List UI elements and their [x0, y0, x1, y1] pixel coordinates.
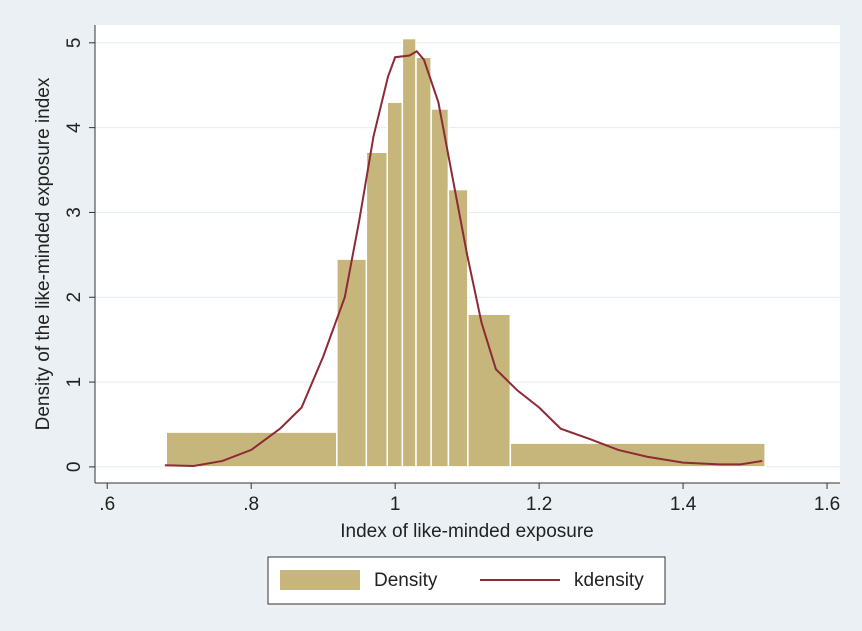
bar [467, 313, 512, 468]
y-tick-label: 1 [64, 377, 85, 388]
legend-label: kdensity [574, 570, 644, 591]
density-line [164, 50, 763, 468]
x-tick-label: 1.4 [670, 494, 697, 515]
x-tick-label: 1 [390, 494, 401, 515]
x-tick-label: .6 [99, 494, 115, 515]
bar [365, 151, 388, 468]
bar [401, 37, 417, 468]
bar [447, 188, 469, 468]
y-tick-label: 3 [64, 207, 85, 218]
x-tick-label: .8 [243, 494, 259, 515]
legend-swatch [280, 570, 360, 590]
bar [430, 108, 450, 468]
bar [386, 101, 404, 468]
x-tick-label: 1.2 [526, 494, 552, 515]
bar [336, 258, 368, 468]
bar [415, 56, 432, 468]
y-axis-title: Density of the like-minded exposure inde… [33, 77, 54, 430]
x-axis-title: Index of like-minded exposure [340, 521, 593, 542]
y-tick-label: 5 [64, 38, 85, 49]
y-tick-label: 0 [64, 462, 85, 473]
y-tick-label: 4 [64, 122, 85, 133]
x-tick-label: 1.6 [814, 494, 840, 515]
y-tick-label: 2 [64, 292, 85, 303]
legend-label: Density [374, 570, 438, 591]
